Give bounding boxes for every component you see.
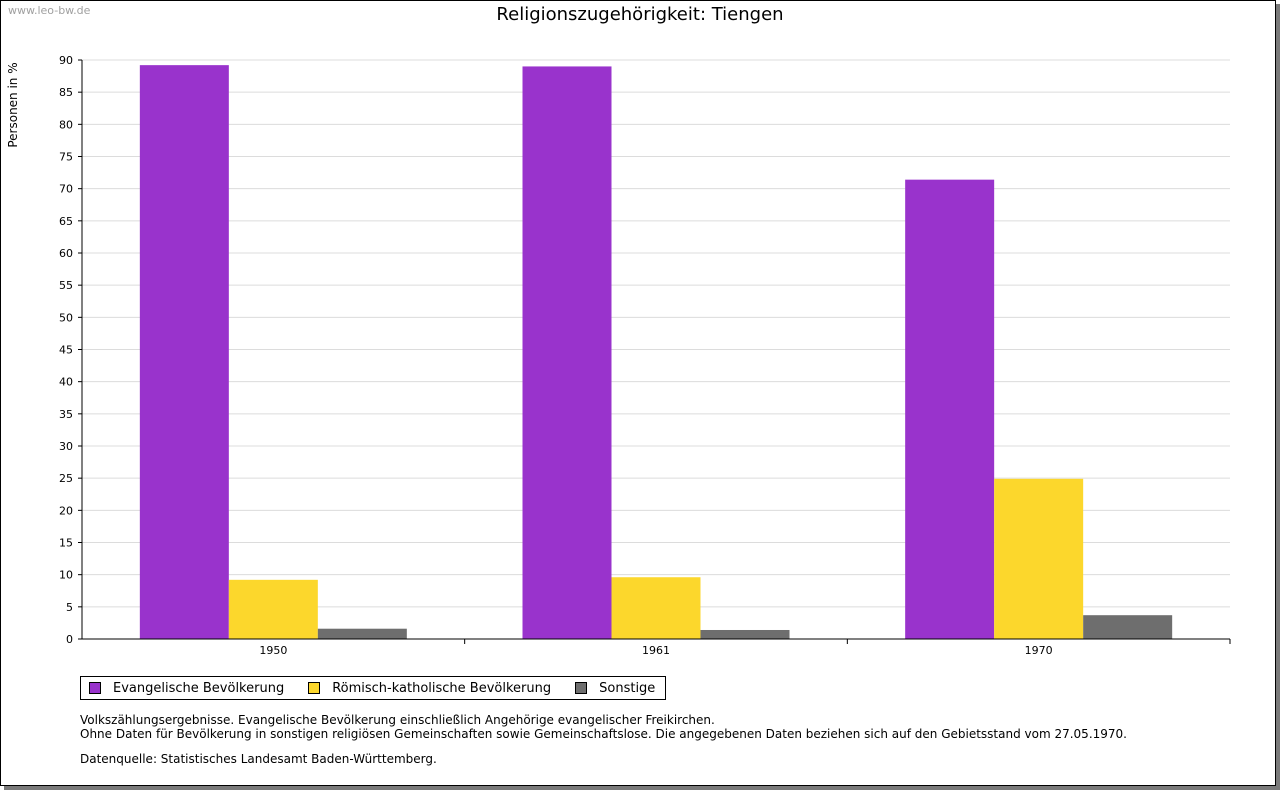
y-tick-label: 25 xyxy=(59,472,73,485)
bar-r-misch-katholische-bev-lkerung-1950 xyxy=(228,579,318,639)
legend-item-sonstige: Sonstige xyxy=(575,681,655,696)
x-tick-label: 1950 xyxy=(259,644,287,657)
y-tick-label: 15 xyxy=(59,537,73,550)
bars xyxy=(139,65,1173,639)
bar-evangelische-bev-lkerung-1970 xyxy=(905,179,995,639)
gridlines xyxy=(82,59,1230,608)
legend-label-sonstige: Sonstige xyxy=(599,680,656,696)
y-tick-label: 60 xyxy=(59,247,73,260)
note-line: Ohne Daten für Bevölkerung in sonstigen … xyxy=(80,727,1127,741)
y-tick-label: 65 xyxy=(59,215,73,228)
y-tick-label: 70 xyxy=(59,183,73,196)
note-line: Volkszählungsergebnisse. Evangelische Be… xyxy=(80,713,715,727)
y-tick-label: 40 xyxy=(59,376,73,389)
data-source: Datenquelle: Statistisches Landesamt Bad… xyxy=(80,752,437,766)
legend-label-evangelisch: Evangelische Bevölkerung xyxy=(113,680,285,696)
legend-swatch-evangelisch xyxy=(89,682,101,694)
bar-sonstige-1950 xyxy=(317,628,407,639)
legend-swatch-katholisch xyxy=(308,682,321,694)
legend-item-katholisch: Römisch-katholische Bevölkerung xyxy=(308,681,551,696)
bar-chart: 0 5 10 15 20 25 30 35 40 45 50 55 60 65 70 75 80 85 90 195… xyxy=(59,54,1231,657)
y-tick-label: 0 xyxy=(66,633,73,646)
bar-r-misch-katholische-bev-lkerung-1970 xyxy=(994,478,1084,639)
y-tick-label: 85 xyxy=(59,86,73,99)
y-tick-label: 80 xyxy=(59,118,73,131)
chart-title: Religionszugehörigkeit: Tiengen xyxy=(496,4,784,25)
legend-item-evangelisch: Evangelische Bevölkerung xyxy=(89,681,284,696)
bar-sonstige-1961 xyxy=(700,629,790,639)
bar-r-misch-katholische-bev-lkerung-1961 xyxy=(611,577,701,639)
x-tick-label: 1961 xyxy=(642,644,670,657)
watermark: www.leo-bw.de xyxy=(8,4,91,17)
bar-evangelische-bev-lkerung-1950 xyxy=(139,65,229,639)
axes xyxy=(78,59,1231,644)
y-tick-label: 90 xyxy=(59,54,73,67)
legend: Evangelische Bevölkerung Römisch-katholi… xyxy=(80,676,667,700)
y-tick-labels: 0 5 10 15 20 25 30 35 40 45 50 55 60 65 70 75 80 85 90 xyxy=(59,54,73,646)
y-tick-label: 35 xyxy=(59,408,73,421)
x-tick-label: 1970 xyxy=(1025,644,1053,657)
bar-evangelische-bev-lkerung-1961 xyxy=(522,66,612,639)
y-tick-label: 20 xyxy=(59,504,73,517)
y-tick-label: 55 xyxy=(59,279,73,292)
bar-sonstige-1970 xyxy=(1083,615,1173,639)
y-tick-label: 10 xyxy=(59,569,73,582)
y-tick-label: 50 xyxy=(59,311,73,324)
legend-swatch-sonstige xyxy=(575,682,588,694)
chart-notes: Volkszählungsergebnisse. Evangelische Be… xyxy=(80,713,1127,741)
y-tick-label: 45 xyxy=(59,344,73,357)
legend-label-katholisch: Römisch-katholische Bevölkerung xyxy=(332,680,552,696)
x-tick-labels: 1950 1961 1970 xyxy=(259,644,1052,657)
y-tick-label: 75 xyxy=(59,151,73,164)
y-tick-label: 5 xyxy=(66,601,73,614)
y-tick-label: 30 xyxy=(59,440,73,453)
